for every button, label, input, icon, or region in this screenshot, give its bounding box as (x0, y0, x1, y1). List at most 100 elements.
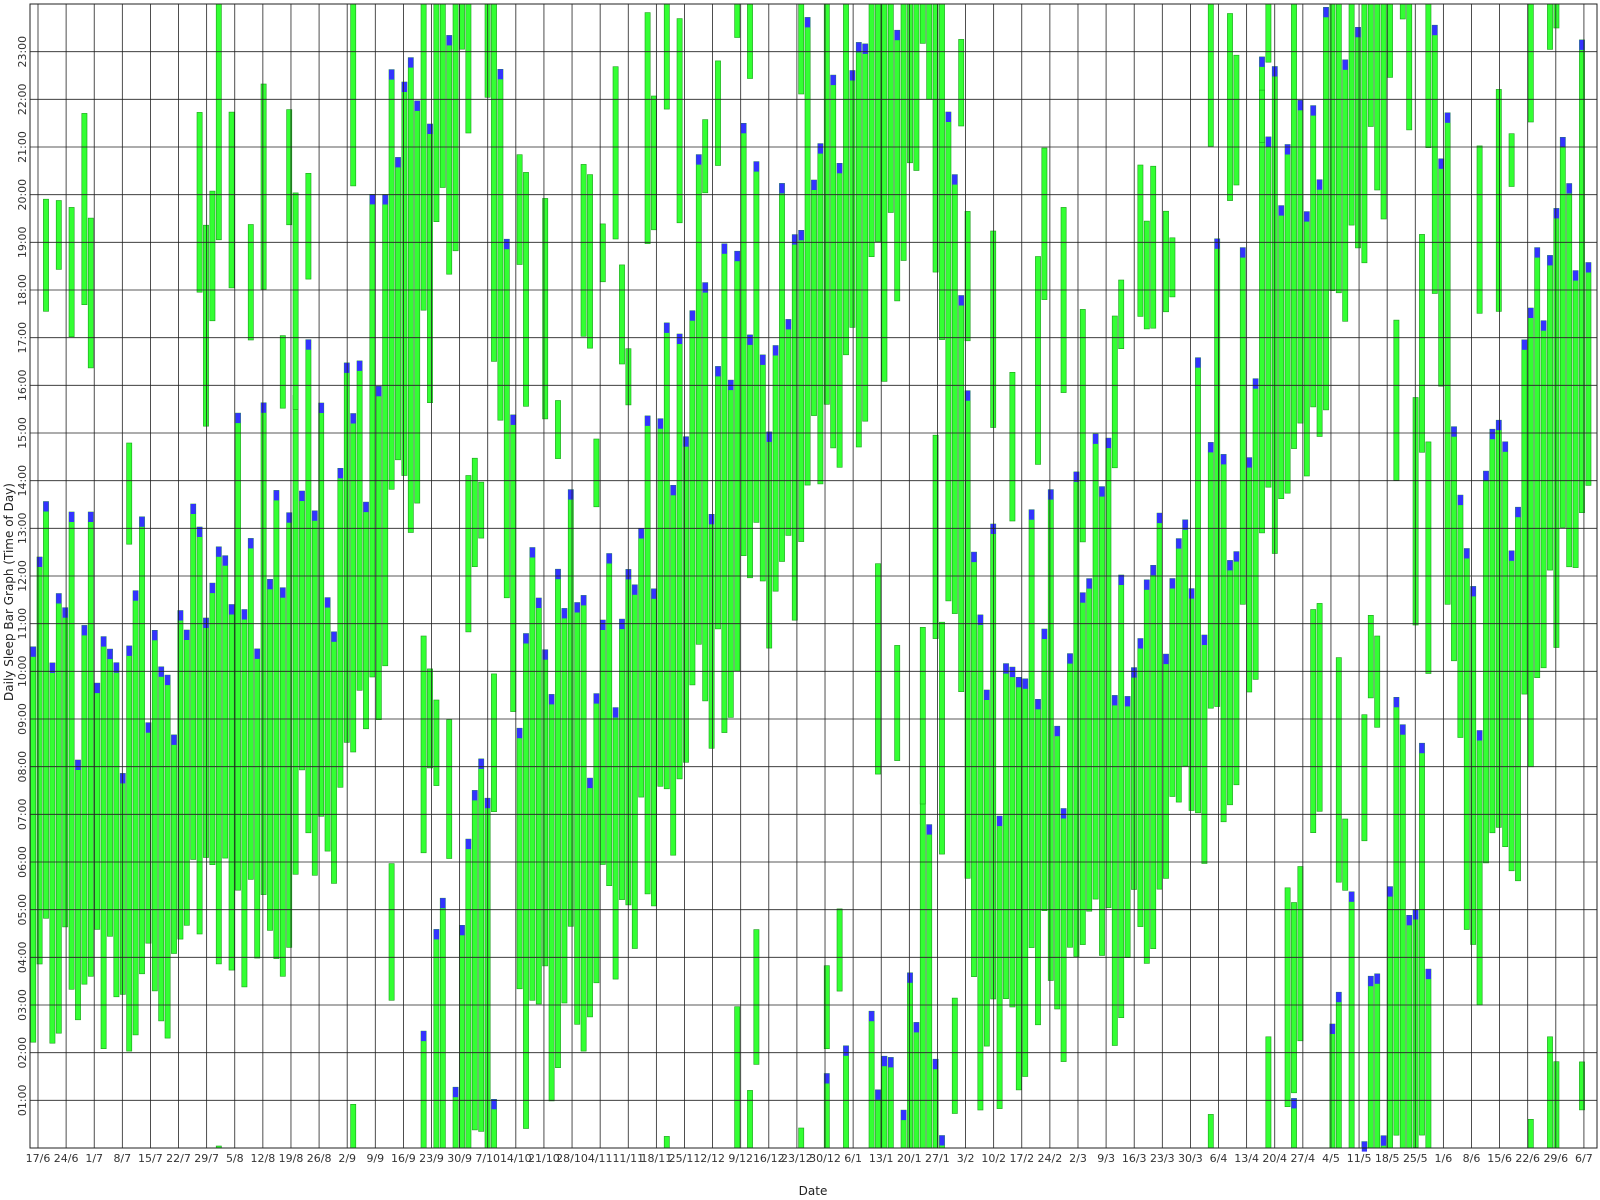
x-tick-label: 21/10 (528, 1152, 560, 1165)
sleep-bar (855, 42, 862, 448)
x-tick-label: 15/7 (138, 1152, 163, 1165)
sleep-bar (734, 3, 741, 38)
wake-marker (88, 512, 94, 522)
wake-marker (120, 773, 126, 784)
wake-marker (1246, 457, 1252, 468)
sleep-bar (471, 457, 478, 568)
sleep-bar (164, 674, 171, 1039)
sleep-bar (721, 243, 728, 733)
sleep-bar (644, 12, 651, 244)
wake-marker (913, 1022, 919, 1033)
wake-marker (94, 683, 100, 694)
wake-marker (939, 1135, 945, 1146)
wake-marker (1374, 973, 1380, 984)
sleep-bar (1425, 968, 1432, 1149)
sleep-bar (81, 625, 88, 985)
sleep-bar (292, 394, 299, 875)
wake-marker (811, 180, 817, 190)
sleep-bar (183, 629, 190, 926)
y-tick-label: 07:00 (16, 798, 29, 830)
y-tick-label: 09:00 (16, 703, 29, 735)
wake-marker (926, 824, 932, 835)
wake-marker (651, 588, 657, 599)
wake-marker (977, 614, 983, 625)
sleep-bar (619, 264, 625, 365)
sleep-bar (1060, 207, 1067, 393)
sleep-bar (702, 119, 709, 194)
wake-marker (1035, 699, 1041, 710)
sleep-bar (894, 645, 901, 761)
x-tick-label: 18/11 (641, 1152, 673, 1165)
sleep-bar (1585, 262, 1592, 486)
sleep-bar (1028, 509, 1035, 948)
sleep-bar (190, 503, 197, 860)
sleep-bar (1527, 3, 1534, 123)
wake-marker (1361, 1141, 1367, 1152)
y-tick-label: 04:00 (16, 941, 29, 973)
x-tick-label: 29/6 (1543, 1152, 1568, 1165)
sleep-bar (734, 250, 741, 672)
y-tick-label: 22:00 (16, 83, 29, 115)
sleep-bar (1419, 234, 1425, 453)
wake-marker (702, 282, 708, 293)
wake-marker (645, 415, 651, 426)
x-tick-label: 9/3 (1097, 1152, 1115, 1165)
sleep-bar (388, 69, 395, 490)
sleep-bar (593, 693, 600, 984)
sleep-bar (1143, 220, 1150, 330)
wake-marker (1125, 696, 1131, 707)
wake-marker (1054, 726, 1060, 737)
wake-marker (549, 694, 555, 705)
sleep-bar (478, 758, 485, 1132)
sleep-bar (1540, 320, 1547, 669)
x-tick-label: 6/1 (844, 1152, 862, 1165)
sleep-bar (958, 39, 965, 127)
wake-marker (241, 609, 247, 620)
sleep-bar (523, 172, 529, 407)
sleep-bar (439, 3, 446, 188)
wake-marker (209, 583, 215, 594)
wake-marker (709, 514, 715, 525)
sleep-bar (427, 668, 433, 769)
wake-marker (1048, 489, 1054, 500)
sleep-bar (1310, 105, 1317, 408)
wake-marker (1438, 158, 1444, 169)
wake-marker (1297, 100, 1303, 111)
x-tick-label: 13/4 (1234, 1152, 1259, 1165)
sleep-bar (222, 555, 229, 859)
wake-marker (1323, 7, 1329, 18)
sleep-bar (132, 590, 139, 1036)
x-tick-label: 23/12 (781, 1152, 813, 1165)
sleep-bar (1335, 991, 1342, 1149)
sleep-bar (446, 719, 453, 859)
sleep-bar (830, 74, 837, 449)
sleep-bar (516, 727, 523, 990)
x-tick-label: 1/6 (1435, 1152, 1453, 1165)
x-tick-label: 24/2 (1038, 1152, 1063, 1165)
sleep-bar (1335, 3, 1342, 294)
sleep-bar (356, 360, 363, 691)
wake-marker (638, 528, 644, 539)
sleep-bar (836, 908, 843, 992)
sleep-bar (779, 183, 785, 562)
sleep-bar (1374, 3, 1381, 191)
sleep-bar (990, 523, 997, 1000)
x-tick-label: 6/7 (1575, 1152, 1593, 1165)
sleep-bar (644, 415, 651, 895)
sleep-bar (497, 69, 504, 421)
y-tick-label: 01:00 (16, 1084, 29, 1116)
wake-marker (881, 1056, 887, 1067)
wake-marker (888, 1057, 894, 1068)
x-tick-label: 16/12 (753, 1152, 785, 1165)
sleep-bar (1188, 588, 1195, 811)
sleep-bar (459, 924, 465, 1149)
sleep-bar (1124, 696, 1131, 959)
wake-marker (81, 625, 87, 636)
sleep-bar (1252, 378, 1259, 680)
wake-marker (369, 194, 375, 205)
sleep-bar (1111, 315, 1118, 469)
x-tick-label: 16/3 (1122, 1152, 1147, 1165)
sleep-bar (1150, 165, 1157, 329)
sleep-bar (196, 526, 203, 935)
